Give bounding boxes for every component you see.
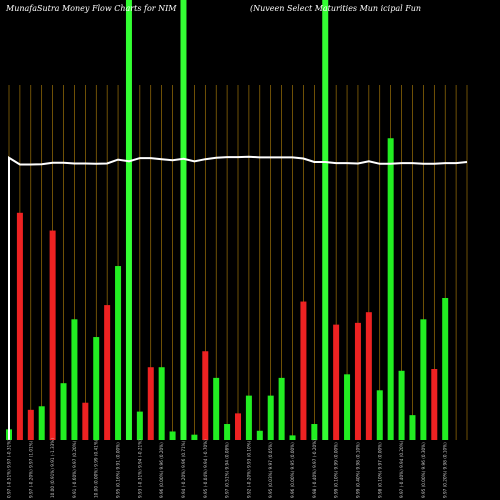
bar [267, 395, 274, 440]
bar [278, 377, 285, 440]
flow-line-path [8, 155, 468, 440]
bar [93, 337, 100, 440]
bar [115, 266, 122, 440]
bar [60, 383, 67, 440]
x-tick-label: 9.95 (0.03%) 9.97 (0.05%) [268, 442, 273, 498]
bar [420, 319, 427, 440]
bar [442, 298, 449, 440]
x-tick-label: 9.95 (0.16%) 9.91 (0.00%) [116, 442, 121, 498]
x-tick-label: 9.96 (0.00%) 9.95 (0.00%) [290, 442, 295, 498]
bar-series [6, 0, 449, 440]
bar [365, 312, 372, 440]
bar [333, 324, 340, 440]
bar [322, 0, 329, 440]
bar [49, 230, 56, 440]
x-tick-label: 9.95 (0.00%) 9.96 (0.30%) [421, 442, 426, 498]
bar [224, 424, 231, 440]
bar [256, 430, 263, 440]
x-tick-label: 9.92 (-0.20%) 9.93 (0.10%) [246, 440, 251, 498]
bar [38, 406, 45, 440]
bar [191, 434, 198, 440]
x-axis-tick-labels: 0.97 (-0.51%) 9.97 (-0.31%) 9.97 (-0.20%)… [7, 438, 448, 498]
money-flow-line [8, 155, 468, 440]
bar [387, 138, 394, 440]
bar [398, 370, 405, 440]
bar [409, 415, 416, 440]
bar [104, 305, 111, 440]
bar [235, 413, 241, 440]
bar [27, 409, 34, 440]
x-tick-label: 9.91 (-0.60%) 9.97 (0.20%) [72, 440, 77, 498]
x-tick-label: 9.97 (-0.40%) 9.94 (0.20%) [399, 440, 404, 498]
x-tick-label: 10.00 (0.91%) 9.91 (-1.33%) [50, 438, 55, 498]
bar [311, 424, 318, 440]
x-tick-label: 9.97 (0.51%) 9.94 (0.08%) [225, 442, 230, 498]
x-tick-label: 9.96 (0.00%) 9.96 (0.20%) [159, 442, 164, 498]
bar [180, 0, 187, 440]
bar [300, 301, 307, 440]
chart-title-right: (Nuveen Select Maturities Mun icipal Fun [250, 4, 421, 13]
bar [82, 402, 89, 440]
bar [147, 367, 154, 440]
x-tick-label: 9.94 (-0.20%) 9.96 (0.71%) [181, 440, 186, 498]
x-tick-label: 10.00 (0.00%) 9.99 (0.41%) [94, 439, 99, 498]
x-tick-label: 9.95 (-0.04%) 9.94 (-0.70%) [203, 439, 208, 498]
bar [354, 322, 361, 440]
bar [169, 431, 176, 440]
x-tick-label: 0.97 (-0.51%) 9.97 (-0.31%) [7, 439, 12, 498]
bar [71, 319, 78, 440]
bar [202, 351, 209, 440]
bar [344, 374, 351, 440]
x-tick-label: 9.99 (0.40%) 9.98 (0.10%) [355, 442, 360, 498]
bar [245, 395, 252, 440]
x-tick-label: 9.93 (-0.31%) 9.94 (-0.21%) [137, 439, 142, 498]
bar [16, 212, 23, 440]
bar [431, 369, 438, 440]
bar [376, 390, 383, 440]
bar [158, 367, 165, 440]
bar [289, 435, 296, 440]
x-tick-label: 9.99 (0.10%) 9.99 (0.00%) [334, 442, 339, 498]
x-tick-label: 9.97 (-0.20%) 9.97 (1.01%) [28, 440, 33, 498]
bar [213, 377, 220, 440]
x-tick-label: 9.98 (-0.40%) 9.97 (-0.20%) [312, 439, 317, 498]
x-tick-label: 9.98 (0.10%) 9.97 (0.00%) [377, 442, 382, 498]
bar [136, 411, 143, 440]
chart-title-left: MunafaSutra Money Flow Charts for NIM [5, 4, 177, 13]
bar [125, 0, 132, 440]
x-tick-label: 9.97 (0.20%) 9.98 (0.10%) [443, 442, 448, 498]
